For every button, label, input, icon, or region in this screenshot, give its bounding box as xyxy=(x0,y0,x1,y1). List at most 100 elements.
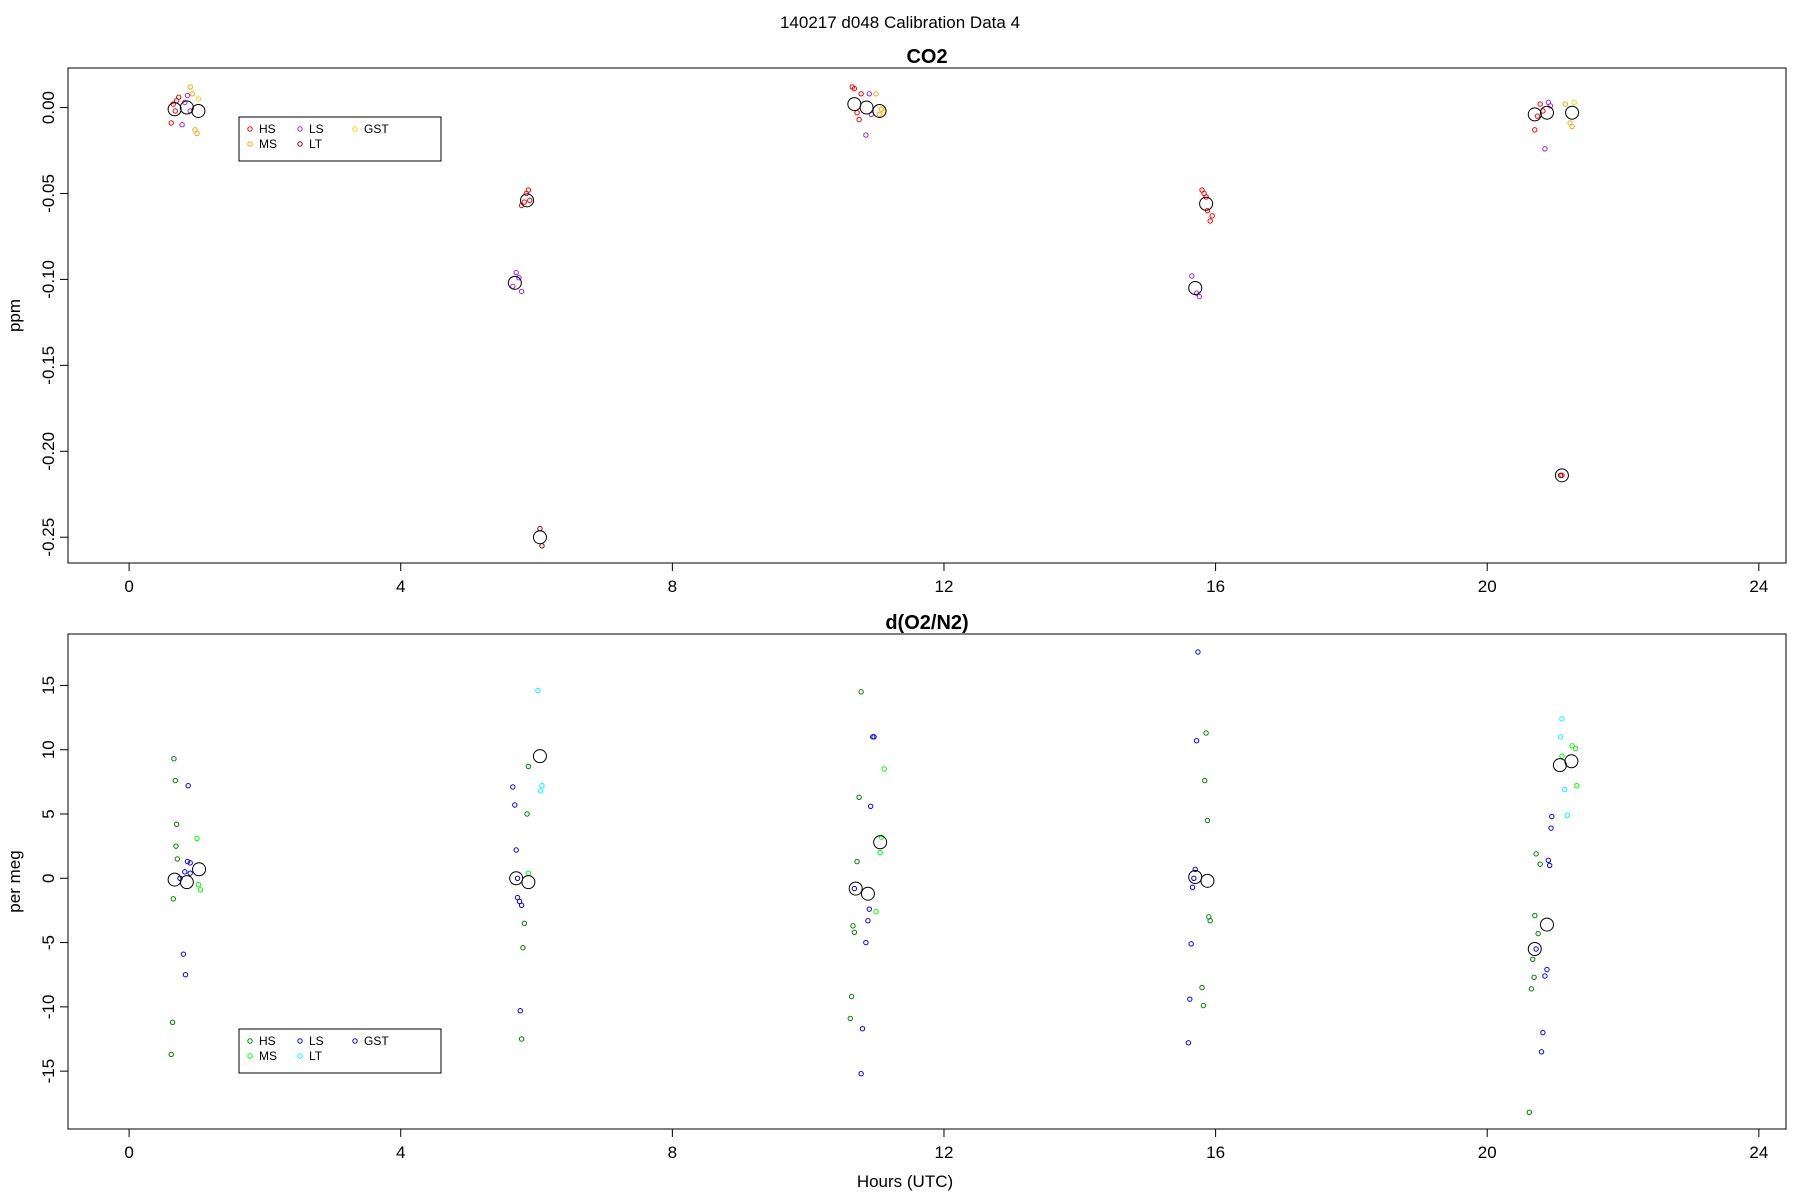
data-point-gst xyxy=(1533,946,1539,952)
o2n2-panel: d(O2/N2) per meg 15 10 5 0 -5 -10 -15 0 4 8 12 16 20 24… xyxy=(5,612,1787,1162)
data-point-ms xyxy=(195,882,202,888)
data-point-ls xyxy=(1542,973,1548,979)
data-point-ls xyxy=(187,870,193,876)
mean-marker xyxy=(1188,281,1203,295)
data-point-ms xyxy=(877,849,883,856)
data-point-ms xyxy=(881,766,887,772)
data-point-ls xyxy=(867,803,874,809)
data-point-ls xyxy=(1192,866,1198,872)
data-point-hs xyxy=(1526,1109,1533,1115)
data-point-ls xyxy=(866,91,872,97)
data-point-ls xyxy=(512,802,518,808)
data-point-hs xyxy=(175,94,182,100)
data-point-hs xyxy=(854,109,860,116)
mean-marker xyxy=(1565,105,1580,120)
mean-marker xyxy=(191,103,206,118)
data-point-hs xyxy=(521,920,528,926)
data-point-hs xyxy=(858,689,864,695)
data-point-ms xyxy=(197,887,204,893)
data-point-ls xyxy=(871,734,877,740)
data-point-ms xyxy=(1569,743,1575,749)
data-point-ls xyxy=(863,132,869,138)
data-point-ls xyxy=(1188,941,1194,947)
panel-title: CO2 xyxy=(906,46,947,68)
y-tick-label: 0.00 xyxy=(39,91,58,124)
data-point-hs xyxy=(1532,912,1538,919)
legend-box xyxy=(238,1028,442,1074)
data-point-ls xyxy=(517,1008,523,1014)
data-point-lt xyxy=(1557,472,1564,479)
legend-label: LS xyxy=(309,122,324,136)
mean-marker xyxy=(509,871,524,886)
legend-label: HS xyxy=(259,122,276,136)
mean-marker xyxy=(179,875,194,890)
data-point-ls xyxy=(180,951,187,957)
legend-swatch xyxy=(297,126,303,132)
data-point-ms xyxy=(873,91,879,97)
x-tick-label: 20 xyxy=(1478,577,1497,596)
co2-panel: CO2 ppm 0.00 -0.05 -0.10 -0.15 -0.20 -0.25 0 4 8 12… xyxy=(5,46,1787,596)
data-point-hs xyxy=(525,187,532,193)
mean-marker xyxy=(859,100,874,115)
x-tick-label: 20 xyxy=(1478,1143,1497,1162)
data-point-hs xyxy=(169,1019,176,1025)
y-tick-label: -0.10 xyxy=(39,260,58,299)
data-point-ls xyxy=(859,1026,866,1032)
data-point-hs xyxy=(171,756,177,762)
data-point-hs xyxy=(851,85,858,92)
y-tick-label: -0.05 xyxy=(39,174,58,213)
y-tick-label: 5 xyxy=(39,809,58,818)
legend-label: LT xyxy=(309,1049,323,1063)
data-point-hs xyxy=(1534,113,1541,119)
legend-label: GST xyxy=(364,122,389,136)
legend-label: HS xyxy=(259,1034,276,1048)
data-point-lt xyxy=(1564,812,1571,818)
x-axis-label: Hours (UTC) xyxy=(857,1172,953,1191)
data-point-hs xyxy=(1203,194,1209,200)
x-tick-label: 24 xyxy=(1749,577,1768,596)
data-point-ls xyxy=(187,860,193,866)
x-tick-label: 24 xyxy=(1749,1143,1768,1162)
data-point-hs xyxy=(1200,1002,1207,1009)
data-point-hs xyxy=(1531,974,1537,980)
data-point-ms xyxy=(194,835,200,842)
mean-marker xyxy=(521,875,536,890)
y-tick-label: -5 xyxy=(39,935,58,950)
data-point-ms xyxy=(1572,745,1579,752)
data-point-hs xyxy=(856,116,862,123)
mean-marker xyxy=(872,103,887,118)
data-point-ms xyxy=(525,870,532,876)
data-point-ms xyxy=(194,130,200,137)
y-tick-label: -10 xyxy=(39,995,58,1020)
legend-label: GST xyxy=(364,1034,389,1048)
mean-marker xyxy=(507,275,522,290)
data-point-ms xyxy=(1574,783,1580,789)
legend-swatch xyxy=(247,1053,253,1059)
data-point-hs xyxy=(1532,127,1538,133)
data-point-ls xyxy=(1548,825,1554,831)
data-point-hs xyxy=(527,197,533,204)
y-tick-label: -0.15 xyxy=(39,346,58,385)
x-tick-label: 4 xyxy=(396,1143,405,1162)
y-tick-label: 10 xyxy=(39,740,58,759)
data-point-gst xyxy=(851,885,858,892)
data-point-hs xyxy=(168,1051,174,1058)
data-point-hs xyxy=(1203,730,1209,736)
data-point-hs xyxy=(1537,861,1543,867)
data-point-ls xyxy=(1189,273,1195,279)
data-point-ls xyxy=(518,902,525,908)
data-point-hs xyxy=(173,843,179,849)
data-point-ms xyxy=(1569,123,1575,130)
data-point-ms xyxy=(1559,753,1565,759)
data-point-ls xyxy=(1538,1049,1545,1055)
data-point-ls xyxy=(184,858,191,865)
mean-marker xyxy=(860,886,875,901)
data-point-ms xyxy=(187,84,193,90)
data-point-hs xyxy=(1537,101,1543,107)
data-point-ls xyxy=(182,869,188,875)
x-tick-label: 8 xyxy=(668,577,677,596)
y-axis-label: ppm xyxy=(5,299,24,332)
legend-swatch xyxy=(352,126,358,132)
